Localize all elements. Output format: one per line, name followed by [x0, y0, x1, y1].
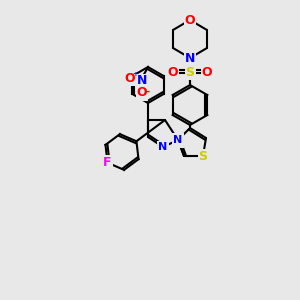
- Text: N: N: [158, 142, 168, 152]
- Text: F: F: [103, 156, 112, 169]
- Text: O: O: [168, 65, 178, 79]
- Text: S: S: [185, 65, 194, 79]
- Text: S: S: [199, 149, 208, 163]
- Text: O: O: [185, 14, 195, 26]
- Text: O: O: [202, 65, 212, 79]
- Text: O: O: [125, 71, 135, 85]
- Text: +: +: [132, 71, 138, 77]
- Text: -: -: [145, 87, 149, 97]
- Text: N: N: [173, 135, 183, 145]
- Text: N: N: [137, 74, 147, 88]
- Text: N: N: [185, 52, 195, 64]
- Text: N: N: [173, 134, 183, 146]
- Text: O: O: [137, 86, 147, 100]
